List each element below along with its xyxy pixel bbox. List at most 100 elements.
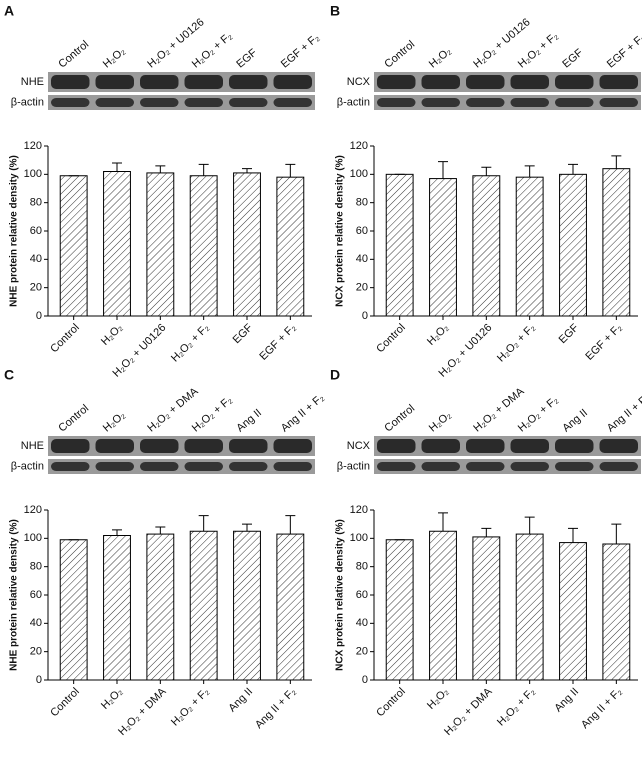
lane-label: Ang II + F₂	[605, 392, 642, 435]
bar	[515, 176, 544, 317]
y-axis-label: NCX protein relative density (%)	[335, 155, 346, 307]
y-tick-label: 60	[30, 225, 42, 237]
blot-band	[51, 75, 90, 89]
error-bar	[611, 155, 622, 169]
y-tick-label: 0	[36, 310, 42, 322]
blot-label: β-actin	[11, 96, 44, 108]
bar	[429, 530, 457, 681]
y-tick-label: 80	[356, 561, 368, 573]
blot-band	[466, 439, 505, 453]
y-tick-label: 20	[356, 282, 368, 294]
blot-band	[377, 439, 416, 453]
blot-band	[599, 439, 638, 453]
blot-band	[51, 98, 90, 107]
bar	[472, 175, 501, 317]
lane-label: Control	[56, 39, 91, 71]
x-tick-label: Control	[48, 686, 82, 720]
y-tick-label: 80	[30, 561, 42, 573]
lane-label: Control	[382, 39, 417, 71]
bar	[559, 173, 587, 317]
blot-band	[95, 462, 134, 471]
blot-band	[377, 98, 416, 107]
x-tick-label: EGF + F₂	[583, 322, 624, 363]
lane-label: Control	[56, 403, 91, 435]
panel-letter: B	[330, 3, 340, 19]
lane-label: EGF	[560, 47, 585, 71]
lane-label: Ang II + F₂	[279, 392, 327, 435]
y-tick-label: 80	[356, 197, 368, 209]
y-tick-label: 20	[30, 646, 42, 658]
blot-band	[229, 98, 268, 107]
bar	[189, 530, 218, 681]
y-tick-label: 120	[24, 504, 42, 516]
lane-label: H₂O₂	[427, 409, 454, 434]
x-tick-label: H₂O₂ + F₂	[495, 322, 538, 365]
error-bar	[198, 515, 209, 532]
error-bar	[481, 527, 492, 537]
x-tick-label: Control	[374, 686, 408, 720]
bar	[233, 172, 261, 317]
y-tick-label: 100	[350, 168, 368, 180]
blot-band	[599, 462, 638, 471]
lane-label: Ang II	[560, 407, 590, 435]
error-bar	[155, 165, 166, 173]
y-tick-label: 0	[36, 674, 42, 686]
blot-band	[51, 439, 90, 453]
y-tick-label: 20	[30, 282, 42, 294]
x-tick-label: H₂O₂ + F₂	[169, 686, 212, 729]
blot-band	[140, 75, 179, 89]
blot-band	[555, 462, 594, 471]
bar	[385, 173, 414, 317]
bar	[59, 539, 88, 681]
blot-band	[466, 462, 505, 471]
bar	[189, 175, 218, 317]
blot-band	[555, 439, 594, 453]
blot-band	[273, 462, 312, 471]
x-tick-label: H₂O₂	[99, 686, 125, 712]
error-bar	[438, 161, 448, 179]
error-bar	[112, 162, 122, 172]
blot-band	[229, 439, 268, 453]
blot-band	[555, 98, 594, 107]
lane-label: H₂O₂	[101, 45, 128, 70]
y-tick-label: 80	[30, 197, 42, 209]
blot-band	[599, 98, 638, 107]
blot-band	[229, 462, 268, 471]
blot-band	[95, 98, 134, 107]
blot-band	[95, 75, 134, 89]
blot-band	[140, 462, 179, 471]
error-bar	[285, 515, 296, 535]
lane-label: H₂O₂ + F₂	[190, 394, 235, 434]
blot-label: β-actin	[337, 460, 370, 472]
blot-band	[421, 462, 460, 471]
y-tick-label: 20	[356, 646, 368, 658]
blot-label: β-actin	[11, 460, 44, 472]
lane-label: Ang II	[234, 407, 264, 435]
blot-band	[555, 75, 594, 89]
y-tick-label: 100	[24, 532, 42, 544]
blot-band	[273, 75, 312, 89]
bar	[385, 539, 414, 681]
bar	[429, 178, 457, 317]
y-tick-label: 0	[362, 310, 368, 322]
x-tick-label: H₂O₂ + F₂	[169, 322, 212, 365]
y-tick-label: 60	[30, 589, 42, 601]
y-tick-label: 0	[362, 674, 368, 686]
blot-band	[510, 75, 549, 89]
error-bar	[155, 526, 166, 535]
blot-band	[140, 439, 179, 453]
blot-band	[273, 98, 312, 107]
lane-label: EGF + F₂	[279, 32, 322, 71]
bar	[559, 542, 587, 681]
blot-band	[184, 462, 223, 471]
y-tick-label: 40	[356, 617, 368, 629]
bar	[602, 168, 631, 317]
y-axis-label: NHE protein relative density (%)	[9, 519, 20, 671]
bar	[146, 172, 175, 317]
y-tick-label: 60	[356, 589, 368, 601]
y-tick-label: 120	[24, 140, 42, 152]
